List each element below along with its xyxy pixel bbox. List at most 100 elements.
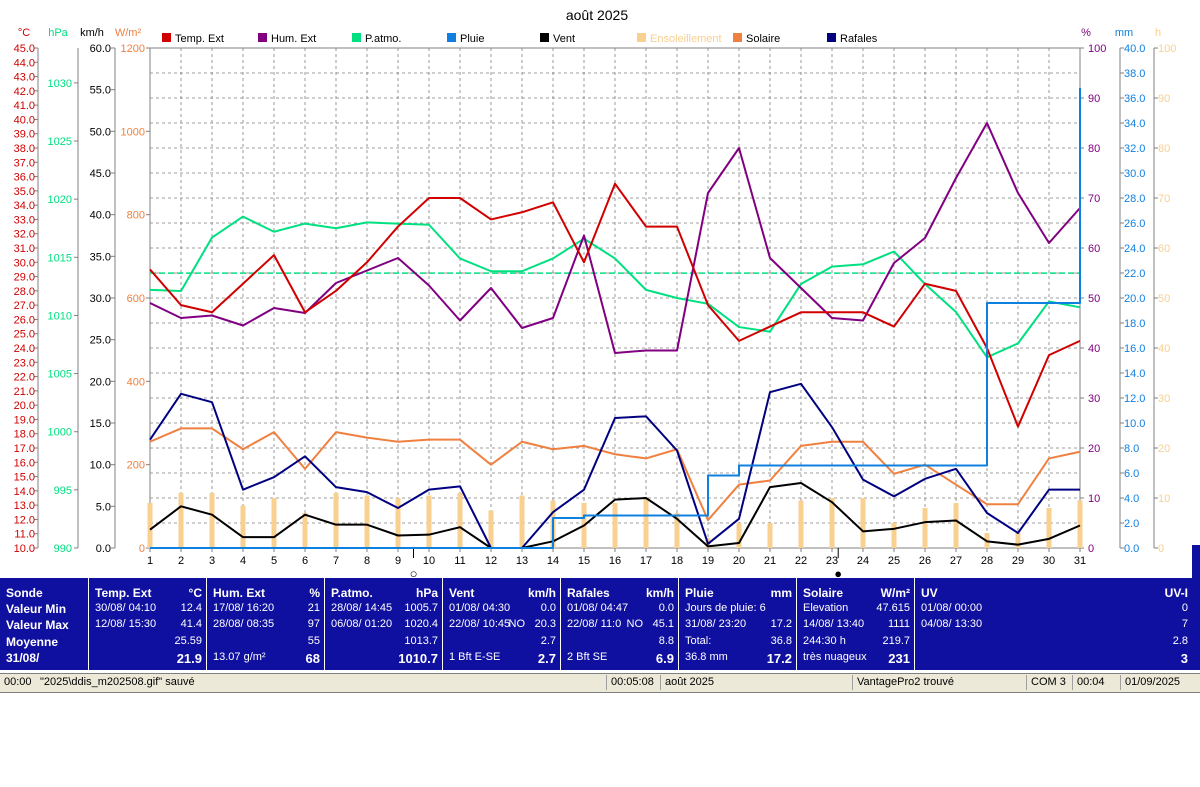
stats-row: 30/08/ 04:10 12.4: [89, 602, 207, 618]
stats-value: 2.7: [537, 651, 556, 666]
sunshine-bar: [798, 500, 804, 548]
stats-unit: km/h: [645, 586, 674, 600]
wind-tick-label: 60.0: [90, 43, 111, 55]
solar-tick-label: 0: [139, 543, 145, 555]
humidity-tick-label: 40: [1088, 343, 1100, 355]
x-tick-label: 25: [888, 555, 900, 567]
stats-text: Jours de pluie: 6: [685, 602, 766, 614]
series-line-vent: [149, 482, 1081, 549]
temp-tick-label: 37.0: [14, 157, 35, 169]
humidity-tick-label: 90: [1088, 93, 1100, 105]
wind-tick-label: 10.0: [90, 460, 111, 472]
pressure-tick-label: 1025: [48, 136, 72, 148]
temp-tick-label: 26.0: [14, 314, 35, 326]
stats-row: 2 Bft SE 6.9: [561, 651, 679, 667]
solar-tick-label: 1000: [121, 126, 145, 138]
status-message: "2025\ddis_m202508.gif" sauvé: [40, 676, 195, 688]
legend-label: Rafales: [840, 33, 878, 45]
pressure-tick-label: 990: [54, 543, 72, 555]
sunshine-bar: [736, 523, 742, 548]
legend-swatch: [827, 33, 836, 42]
sunshine-bar: [457, 493, 463, 548]
sunshine-bar: [302, 513, 308, 548]
x-tick-label: 9: [395, 555, 401, 567]
rain-axis-unit: mm: [1115, 27, 1133, 39]
chart-axes: °C45.044.043.042.041.040.039.038.037.036…: [14, 27, 1177, 578]
x-tick-label: 22: [795, 555, 807, 567]
wind-tick-label: 15.0: [90, 418, 111, 430]
temp-tick-label: 41.0: [14, 100, 35, 112]
x-tick-label: 23: [826, 555, 838, 567]
stats-column: Solaire W/m² Elevation 47.615 14/08/ 13:40 11…: [796, 578, 915, 670]
humidity-tick-label: 100: [1088, 43, 1106, 55]
status-bar: 00:00 "2025\ddis_m202508.gif" sauvé 00:0…: [0, 673, 1200, 693]
wind-tick-label: 25.0: [90, 335, 111, 347]
stats-value: 45.1: [652, 618, 674, 630]
temp-tick-label: 18.0: [14, 429, 35, 441]
series-line-rafales: [149, 382, 1080, 549]
temp-tick-label: 44.0: [14, 57, 35, 69]
wind-tick-label: 35.0: [90, 251, 111, 263]
sun-tick-label: 20: [1158, 443, 1170, 455]
stats-value: 219.7: [882, 635, 910, 647]
stats-text: 13.07 g/m²: [213, 651, 266, 663]
stats-row: 3: [915, 651, 1193, 667]
stats-row: 2.8: [915, 635, 1193, 651]
series-line-temp-ext: [149, 182, 1081, 428]
rain-tick-label: 36.0: [1124, 93, 1145, 105]
stats-value: 36.8: [770, 635, 792, 647]
sunshine-bar: [178, 493, 184, 548]
stats-unit: W/m²: [880, 586, 910, 600]
stats-text: Valeur Max: [6, 618, 69, 632]
stats-value: 47.615: [876, 602, 910, 614]
stats-header: UV: [921, 586, 938, 600]
rain-tick-label: 10.0: [1124, 418, 1145, 430]
legend-label: Pluie: [460, 33, 484, 45]
x-tick-label: 1: [147, 555, 153, 567]
x-tick-label: 16: [609, 555, 621, 567]
legend-label: P.atmo.: [365, 33, 402, 45]
temp-axis-unit: °C: [18, 27, 30, 39]
stats-row: 1010.7: [325, 651, 443, 667]
legend-label: Vent: [553, 33, 575, 45]
x-tick-label: 11: [454, 555, 465, 567]
sunshine-bar: [240, 505, 246, 548]
stats-row: 1 Bft E-SE 2.7: [443, 651, 561, 667]
pressure-tick-label: 1020: [48, 194, 72, 206]
stats-text: très nuageux: [803, 651, 867, 663]
sunshine-bar: [860, 498, 866, 548]
x-tick-label: 21: [764, 555, 776, 567]
solar-tick-label: 600: [127, 293, 145, 305]
stats-column: P.atmo. hPa 28/08/ 14:45 1005.7 06/08/ 01:20…: [324, 578, 443, 670]
stats-value: 1010.7: [398, 651, 438, 666]
stats-value: 1013.7: [404, 635, 438, 647]
moon-marker: ○: [410, 566, 418, 578]
humidity-tick-label: 0: [1088, 543, 1094, 555]
stats-row: 13.07 g/m² 68: [207, 651, 325, 667]
stats-row: 1013.7: [325, 635, 443, 651]
solar-tick-label: 400: [127, 376, 145, 388]
stats-value: 7: [1181, 618, 1188, 630]
stats-column: Vent km/h 01/08/ 04:30 0.0 22/08/ 10:45 NO 20.…: [442, 578, 561, 670]
stats-text: 28/08/ 14:45: [331, 602, 393, 614]
sunshine-bar: [891, 523, 897, 548]
sun-tick-label: 50: [1158, 293, 1170, 305]
temp-tick-label: 45.0: [14, 43, 35, 55]
sunshine-bar: [612, 503, 618, 548]
legend-label: Hum. Ext: [271, 33, 316, 45]
temp-tick-label: 25.0: [14, 329, 35, 341]
pressure-tick-label: 1030: [48, 78, 72, 90]
stats-row: 36.8 mm 17.2: [679, 651, 797, 667]
rain-tick-label: 16.0: [1124, 343, 1145, 355]
weather-chart: °C45.044.043.042.041.040.039.038.037.036…: [14, 7, 1177, 578]
solar-tick-label: 200: [127, 460, 145, 472]
stats-row: 2.7: [443, 635, 561, 651]
stats-value: 20.3: [534, 618, 556, 630]
rain-tick-label: 30.0: [1124, 168, 1145, 180]
wind-axis-unit: km/h: [80, 27, 104, 39]
solar-axis-unit: W/m²: [115, 27, 142, 39]
sunshine-bar: [519, 495, 525, 548]
stats-value: 12.4: [180, 602, 202, 614]
x-tick-label: 31: [1074, 555, 1086, 567]
stats-row: Total: 36.8: [679, 635, 797, 651]
